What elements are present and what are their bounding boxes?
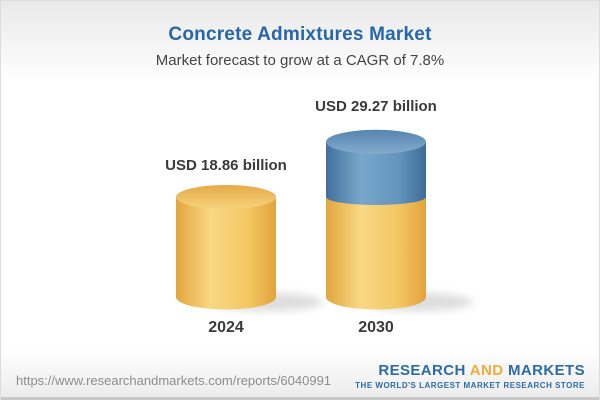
cylinder-cap-2024 (176, 185, 276, 209)
cylinder-segment-2024-yellow (176, 197, 276, 310)
logo-tagline: THE WORLD'S LARGEST MARKET RESEARCH STOR… (355, 381, 585, 390)
logo-word-research: RESEARCH (378, 362, 466, 379)
logo-word-and: AND (469, 362, 504, 379)
report-url-link[interactable]: https://www.researchandmarkets.com/repor… (16, 373, 332, 388)
bottom-border-strip (1, 397, 599, 400)
logo-word-markets: MARKETS (508, 362, 585, 379)
page-title: Concrete Admixtures Market (168, 24, 432, 45)
header: Concrete Admixtures Market Market foreca… (1, 1, 599, 70)
footer-gradient-background (1, 349, 599, 397)
axis-label-2024: 2024 (208, 319, 244, 336)
cylinder-cap-2030 (326, 129, 426, 154)
header-gradient-background (1, 1, 599, 83)
page-subtitle: Market forecast to grow at a CAGR of 7.8… (155, 52, 445, 69)
cylinder-segment-2030-yellow (326, 197, 426, 310)
research-and-markets-logo: RESEARCH AND MARKETS THE WORLD'S LARGEST… (355, 362, 585, 392)
cylinder-segment-2030-blue (326, 141, 426, 205)
value-label-2024: USD 18.86 billion (165, 157, 287, 174)
value-label-2030: USD 29.27 billion (315, 98, 437, 115)
logo-wordmark: RESEARCH AND MARKETS (355, 362, 585, 379)
axis-label-2030: 2030 (358, 319, 394, 336)
